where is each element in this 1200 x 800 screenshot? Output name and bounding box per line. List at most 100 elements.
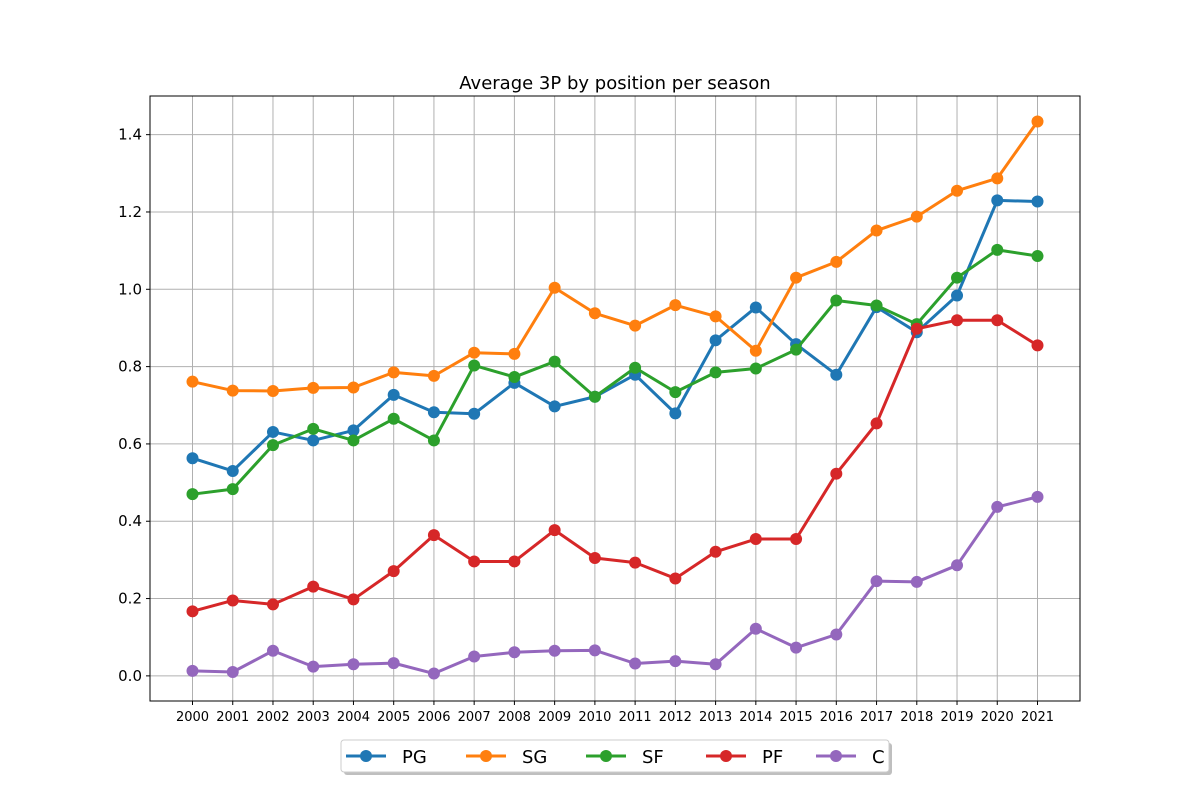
y-tick-label: 1.0 xyxy=(118,280,142,298)
data-point xyxy=(347,434,360,447)
x-tick-label: 2009 xyxy=(538,710,571,725)
data-point xyxy=(468,359,481,372)
data-point xyxy=(226,464,239,477)
data-point xyxy=(548,524,561,537)
data-point xyxy=(951,559,964,572)
series-line xyxy=(192,318,1039,613)
data-point xyxy=(669,655,682,668)
data-point xyxy=(1031,490,1044,503)
data-point xyxy=(830,368,843,381)
data-point xyxy=(468,346,481,359)
data-point xyxy=(951,314,964,327)
data-point xyxy=(669,407,682,420)
x-tick-label: 2017 xyxy=(860,710,893,725)
data-point xyxy=(266,425,279,438)
data-point xyxy=(548,281,561,294)
x-tick-label: 2001 xyxy=(216,710,249,725)
y-tick-label: 0.6 xyxy=(118,435,142,453)
data-point xyxy=(186,488,199,501)
data-point xyxy=(347,424,360,437)
data-point xyxy=(1031,339,1044,352)
data-point xyxy=(347,658,360,671)
x-tick-label: 2000 xyxy=(176,710,209,725)
data-point xyxy=(790,343,803,356)
data-point xyxy=(347,381,360,394)
y-tick-label: 0.2 xyxy=(118,590,142,608)
data-point xyxy=(830,628,843,641)
data-point xyxy=(870,575,883,588)
x-tick-label: 2015 xyxy=(780,710,813,725)
data-point xyxy=(991,172,1004,185)
data-point xyxy=(307,422,320,435)
data-point xyxy=(1031,115,1044,128)
legend-marker xyxy=(830,750,842,762)
x-tick-label: 2012 xyxy=(659,710,692,725)
data-point xyxy=(387,657,400,670)
data-point xyxy=(387,388,400,401)
x-tick-label: 2008 xyxy=(498,710,531,725)
data-point xyxy=(468,555,481,568)
data-point xyxy=(951,289,964,302)
x-tick-label: 2014 xyxy=(739,710,772,725)
data-point xyxy=(226,483,239,496)
series-c xyxy=(186,490,1044,680)
series-sf xyxy=(186,243,1044,501)
series-line xyxy=(192,495,1038,676)
data-point xyxy=(266,384,279,397)
data-point xyxy=(629,556,642,569)
series-layer xyxy=(186,115,1044,680)
data-point xyxy=(427,406,440,419)
data-point xyxy=(910,322,923,335)
data-point xyxy=(307,580,320,593)
chart-title: Average 3P by position per season xyxy=(459,73,770,94)
series-sg xyxy=(186,115,1044,397)
data-point xyxy=(548,400,561,413)
x-tick-label: 2004 xyxy=(337,710,370,725)
data-point xyxy=(508,555,521,568)
data-point xyxy=(991,500,1004,513)
data-point xyxy=(709,658,722,671)
data-point xyxy=(508,646,521,659)
data-point xyxy=(709,334,722,347)
data-point xyxy=(468,650,481,663)
data-point xyxy=(669,386,682,399)
data-point xyxy=(830,294,843,307)
data-point xyxy=(427,667,440,680)
data-point xyxy=(910,210,923,223)
x-tick-label: 2018 xyxy=(900,710,933,725)
legend-marker xyxy=(360,750,372,762)
x-tick-label: 2020 xyxy=(981,710,1014,725)
legend-label: SG xyxy=(522,747,547,768)
y-tick-label: 0.8 xyxy=(118,358,142,376)
x-tick-label: 2002 xyxy=(256,710,289,725)
data-point xyxy=(226,384,239,397)
data-point xyxy=(387,412,400,425)
data-point xyxy=(749,533,762,546)
data-point xyxy=(991,194,1004,207)
data-point xyxy=(709,310,722,323)
x-tick-label: 2007 xyxy=(458,710,491,725)
x-tick-label: 2005 xyxy=(377,710,410,725)
data-point xyxy=(991,314,1004,327)
data-point xyxy=(266,644,279,657)
data-point xyxy=(427,529,440,542)
data-point xyxy=(266,598,279,611)
data-point xyxy=(790,533,803,546)
data-point xyxy=(910,575,923,588)
series-line xyxy=(192,120,1039,393)
data-point xyxy=(186,452,199,465)
data-point xyxy=(226,594,239,607)
x-tick-label: 2016 xyxy=(820,710,853,725)
data-point xyxy=(870,224,883,237)
data-point xyxy=(629,361,642,374)
data-point xyxy=(347,593,360,606)
legend-marker xyxy=(600,750,612,762)
legend-label: SF xyxy=(642,747,664,768)
series-line xyxy=(192,248,1038,496)
data-point xyxy=(588,390,601,403)
data-point xyxy=(669,299,682,312)
data-point xyxy=(387,366,400,379)
x-tick-label: 2019 xyxy=(940,710,973,725)
data-point xyxy=(186,664,199,677)
